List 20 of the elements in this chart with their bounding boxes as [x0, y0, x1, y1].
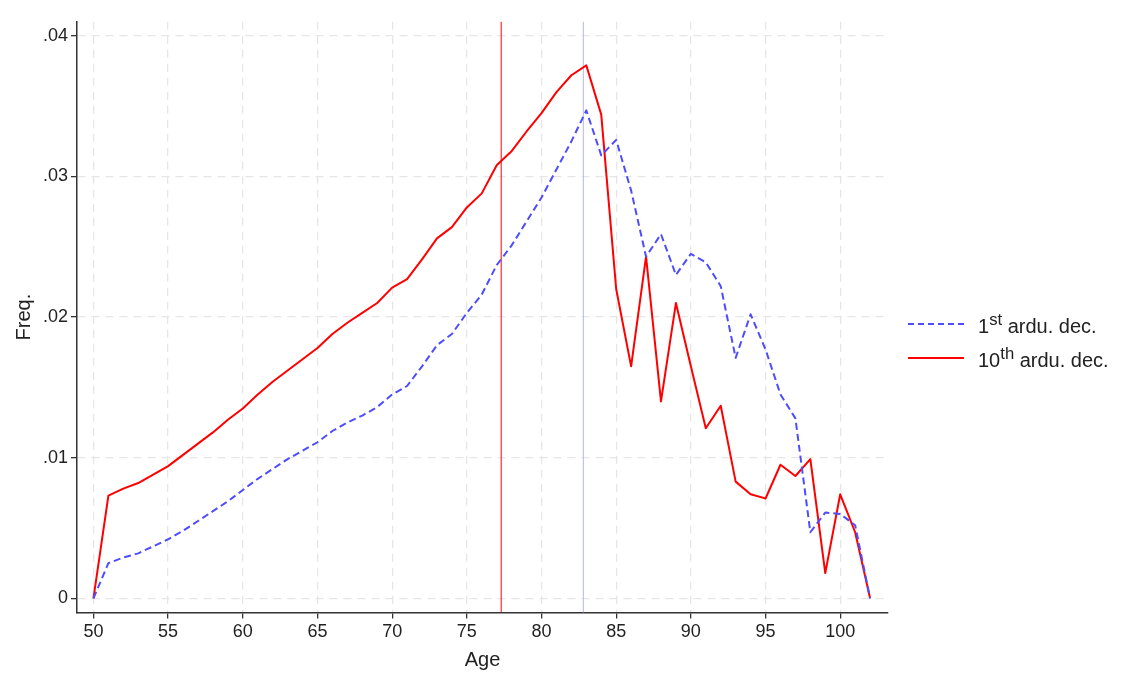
y-tick-label: 0 — [58, 587, 69, 608]
y-tick-label: .02 — [42, 306, 69, 327]
legend-label: 1$^{st}$ ardu. dec. — [978, 310, 1097, 338]
x-tick-label: 95 — [755, 621, 776, 642]
x-tick-label: 55 — [158, 621, 179, 642]
y-tick-label: .04 — [42, 24, 69, 45]
x-tick-label: 100 — [825, 621, 856, 642]
x-tick-label: 70 — [382, 621, 403, 642]
x-tick-label: 65 — [307, 621, 328, 642]
y-tick-label: .03 — [42, 165, 69, 186]
x-tick-label: 85 — [606, 621, 627, 642]
x-tick-label: 60 — [232, 621, 253, 642]
y-tick-label: .01 — [42, 446, 69, 467]
x-tick-label: 90 — [680, 621, 701, 642]
y-axis-title: Freq. — [11, 293, 34, 341]
x-tick-label: 50 — [83, 621, 104, 642]
x-tick-label: 75 — [456, 621, 477, 642]
x-axis-title: Age — [464, 647, 501, 670]
legend-label: 10$^{th}$ ardu. dec. — [978, 344, 1109, 372]
x-tick-label: 80 — [531, 621, 552, 642]
